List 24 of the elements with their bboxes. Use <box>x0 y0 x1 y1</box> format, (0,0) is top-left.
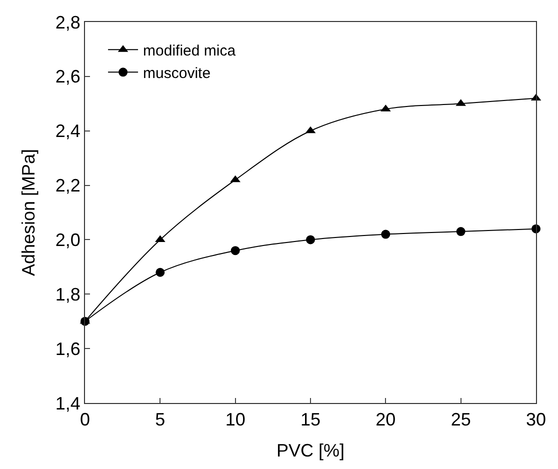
y-tick-label: 2,0 <box>55 230 80 250</box>
x-tick-label: 25 <box>450 410 471 430</box>
x-tick-label: 15 <box>300 410 321 430</box>
y-tick-label: 2,4 <box>55 121 80 142</box>
point <box>306 235 315 244</box>
x-tick-label: 10 <box>225 410 246 430</box>
y-tick-label: 2,8 <box>55 12 80 32</box>
legend-label: muscovite <box>143 65 211 82</box>
point <box>156 268 165 277</box>
x-axis-title: PVC [%] <box>276 440 345 461</box>
y-tick-label: 1,4 <box>55 393 80 414</box>
y-tick-label: 1,8 <box>55 284 80 304</box>
y-axis-title: Adhesion [MPa] <box>18 148 39 276</box>
y-tick-label: 1,6 <box>55 338 80 359</box>
x-tick-label: 30 <box>526 410 546 430</box>
point <box>230 246 240 256</box>
x-tick-label: 0 <box>80 410 90 430</box>
point <box>381 230 390 239</box>
y-tick-label: 2,2 <box>55 176 80 196</box>
legend-label: modified mica <box>143 42 236 60</box>
x-tick-label: 5 <box>155 410 166 430</box>
x-tick-label: 20 <box>376 410 396 430</box>
y-tick-label: 2,6 <box>55 66 80 87</box>
point <box>456 227 466 236</box>
